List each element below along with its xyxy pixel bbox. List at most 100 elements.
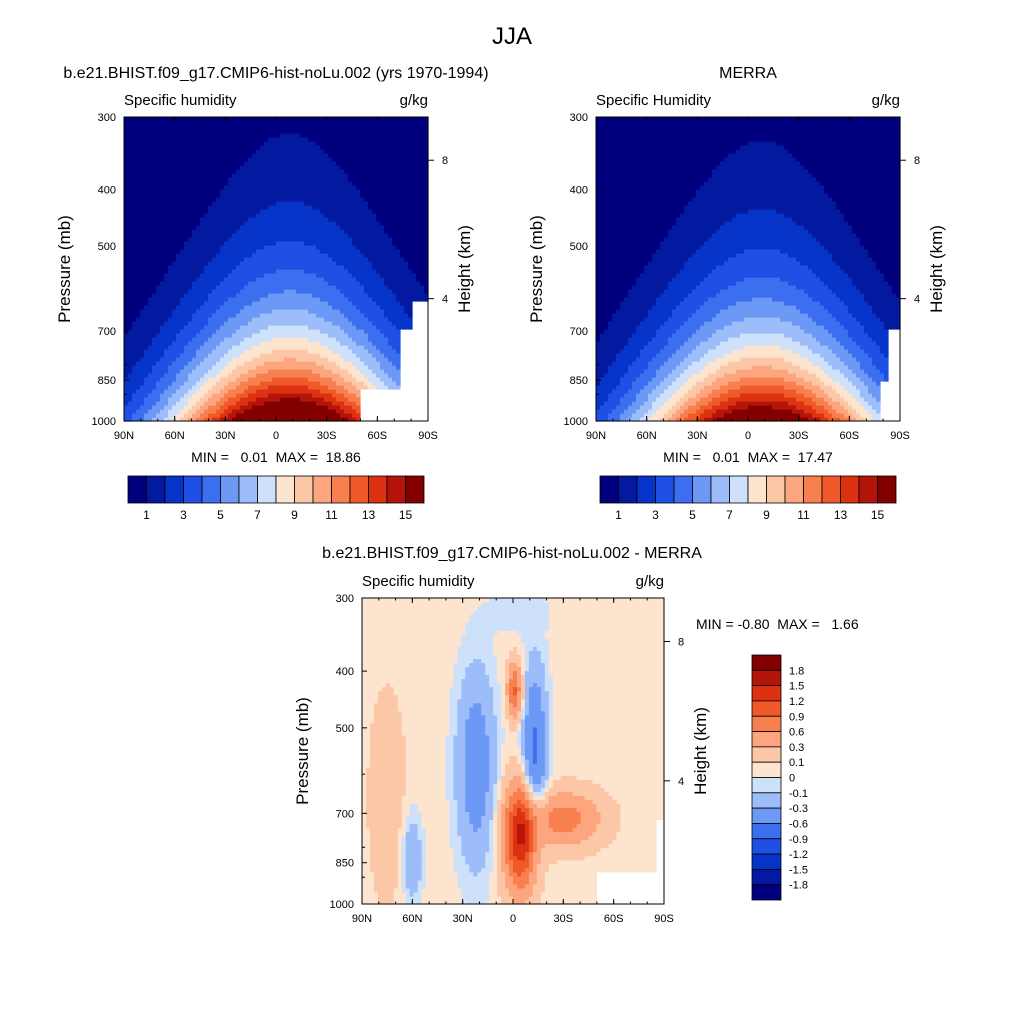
heatmap-cell [180, 281, 185, 286]
heatmap-cell [344, 301, 349, 306]
heatmap-cell [332, 329, 337, 334]
heatmap-cell [296, 413, 301, 418]
heatmap-cell [272, 361, 277, 366]
heatmap-cell [144, 209, 149, 214]
heatmap-cell [136, 381, 141, 386]
heatmap-cell [324, 225, 329, 230]
heatmap-cell [248, 209, 253, 214]
heatmap-cell [380, 185, 385, 190]
heatmap-cell [168, 281, 173, 286]
heatmap-cell [260, 173, 265, 178]
heatmap-cell [128, 169, 133, 174]
heatmap-cell [224, 309, 229, 314]
heatmap-cell [400, 185, 405, 190]
heatmap-cell [328, 277, 333, 282]
heatmap-cell [276, 369, 281, 374]
heatmap-cell [284, 305, 289, 310]
heatmap-cell [220, 165, 225, 170]
heatmap-cell [264, 365, 269, 370]
heatmap-cell [212, 349, 217, 354]
heatmap-cell [404, 309, 409, 314]
heatmap-cell [232, 149, 237, 154]
heatmap-cell [416, 149, 421, 154]
heatmap-cell [216, 161, 221, 166]
heatmap-cell [336, 393, 341, 398]
heatmap-cell [284, 265, 289, 270]
heatmap-cell [324, 165, 329, 170]
heatmap-cell [128, 365, 133, 370]
heatmap-cell [256, 233, 261, 238]
heatmap-cell [132, 373, 137, 378]
heatmap-cell [360, 321, 365, 326]
heatmap-cell [220, 293, 225, 298]
heatmap-cell [196, 389, 201, 394]
heatmap-cell [236, 213, 241, 218]
heatmap-cell [324, 269, 329, 274]
heatmap-cell [340, 333, 345, 338]
heatmap-cell [232, 285, 237, 290]
heatmap-cell [380, 197, 385, 202]
heatmap-cell [360, 169, 365, 174]
heatmap-cell [424, 145, 429, 150]
heatmap-cell [132, 233, 137, 238]
heatmap-cell [268, 365, 273, 370]
heatmap-cell [136, 257, 141, 262]
heatmap-cell [252, 305, 257, 310]
heatmap-cell [172, 185, 177, 190]
heatmap-cell [192, 229, 197, 234]
heatmap-cell [328, 301, 333, 306]
heatmap-cell [416, 173, 421, 178]
heatmap-cell [192, 269, 197, 274]
heatmap-cell [264, 181, 269, 186]
heatmap-cell [148, 381, 153, 386]
heatmap-cell [284, 325, 289, 330]
heatmap-cell [372, 337, 377, 342]
heatmap-cell [384, 337, 389, 342]
heatmap-cell [272, 185, 277, 190]
heatmap-cell [352, 213, 357, 218]
heatmap-cell [320, 301, 325, 306]
heatmap-cell [220, 361, 225, 366]
heatmap-cell [276, 417, 281, 422]
heatmap-cell [424, 289, 429, 294]
heatmap-cell [320, 277, 325, 282]
heatmap-cell [308, 321, 313, 326]
heatmap-cell [252, 285, 257, 290]
heatmap-cell [336, 417, 341, 422]
heatmap-cell [292, 221, 297, 226]
heatmap-cell [284, 169, 289, 174]
heatmap-cell [168, 233, 173, 238]
heatmap-cell [264, 417, 269, 422]
heatmap-cell [336, 341, 341, 346]
heatmap-cell [192, 273, 197, 278]
heatmap-cell [196, 393, 201, 398]
heatmap-cell [360, 361, 365, 366]
heatmap-cell [124, 189, 129, 194]
heatmap-cell [256, 265, 261, 270]
heatmap-cell [252, 397, 257, 402]
heatmap-cell [340, 185, 345, 190]
heatmap-cell [132, 353, 137, 358]
heatmap-cell [200, 225, 205, 230]
heatmap-cell [384, 377, 389, 382]
heatmap-cell [292, 225, 297, 230]
heatmap-cell [308, 325, 313, 330]
heatmap-cell [172, 409, 177, 414]
heatmap-cell [396, 373, 401, 378]
heatmap-cell [188, 305, 193, 310]
heatmap-cell [372, 197, 377, 202]
heatmap-cell [160, 217, 165, 222]
heatmap-cell [352, 241, 357, 246]
heatmap-cell [308, 353, 313, 358]
heatmap-cell [124, 193, 129, 198]
heatmap-cell [216, 293, 221, 298]
heatmap-cell [396, 157, 401, 162]
heatmap-cell [184, 285, 189, 290]
heatmap-cell [304, 209, 309, 214]
heatmap-cell [408, 169, 413, 174]
heatmap-cell [212, 169, 217, 174]
heatmap-cell [308, 189, 313, 194]
heatmap-cell [124, 273, 129, 278]
heatmap-cell [200, 181, 205, 186]
heatmap-cell [184, 221, 189, 226]
